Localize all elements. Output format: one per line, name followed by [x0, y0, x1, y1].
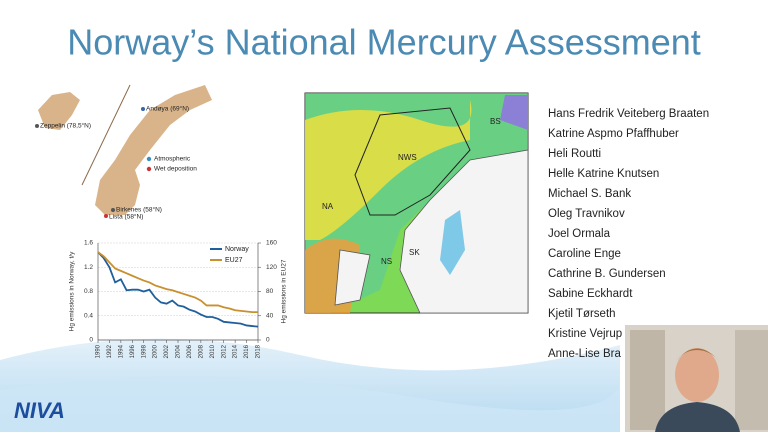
shelf [630, 330, 665, 430]
x-tick-label: 2012 [221, 344, 227, 358]
divider [81, 84, 131, 186]
y-tick-label: 0.4 [84, 312, 93, 319]
face [675, 348, 719, 402]
author-name: Caroline Enge [548, 248, 621, 260]
line-series [97, 251, 258, 314]
station-dot [35, 124, 39, 128]
webcam [625, 325, 768, 432]
y-tick-label: 0.8 [84, 288, 93, 295]
legend-dot [146, 156, 152, 162]
chart: 0 0.4 0.8 1.2 1.6 0 40 80 120 160 1990 1992 1994 1996… [69, 240, 288, 359]
shelf [735, 330, 768, 430]
svalbard [38, 92, 80, 130]
x-tick-label: 2018 [256, 344, 262, 358]
shirt [655, 402, 740, 432]
legend-label: Atmospheric [154, 156, 191, 163]
x-tick-label: 1998 [141, 344, 147, 358]
region-label: NA [322, 202, 334, 211]
author-name: Hans Fredrik Veiteberg Braaten [548, 108, 709, 120]
x-tick-label: 1996 [130, 344, 136, 358]
x-tick-label: 2016 [244, 344, 250, 358]
author-name: Heli Routti [548, 148, 601, 160]
y-tick-label: 1.6 [84, 240, 93, 247]
y2-tick-label: 120 [266, 264, 277, 271]
x-tick-label: 2006 [187, 344, 193, 358]
y-axis-label: Hg emissions in Norway, t/y [69, 251, 76, 331]
station-label: Lista (58°N) [109, 213, 143, 221]
x-tick-label: 2002 [164, 344, 170, 358]
legend-label: EU27 [225, 257, 243, 264]
author-name: Anne-Lise Bra [548, 348, 621, 360]
names-list: Hans Fredrik Veiteberg Braaten Katrine As… [548, 108, 709, 360]
y2-tick-label: 80 [266, 288, 274, 295]
author-name: Cathrine B. Gundersen [548, 268, 666, 280]
legend-label: Wet deposition [154, 166, 197, 173]
sea-zone [500, 95, 528, 130]
x-tick-label: 2004 [176, 344, 182, 358]
x-tick-label: 2008 [198, 344, 204, 358]
station-label: Zeppelin (78,5°N) [40, 122, 91, 130]
x-tick-label: 2000 [153, 344, 159, 358]
line-series [97, 251, 259, 328]
region-label: NS [381, 257, 392, 266]
x-tick-label: 1990 [96, 344, 102, 358]
author-name: Katrine Aspmo Pfaffhuber [548, 128, 679, 140]
y-tick-label: 0 [89, 337, 93, 344]
slide-title: Norway’s National Mercury Assessment [67, 22, 701, 63]
region-label: SK [409, 248, 420, 257]
x-tick-label: 1994 [118, 344, 124, 358]
author-name: Sabine Eckhardt [548, 288, 633, 300]
logo: NIVA [14, 398, 65, 423]
station-dot [111, 208, 115, 212]
author-name: Michael S. Bank [548, 188, 631, 200]
author-name: Kristine Vejrup [548, 328, 622, 340]
author-name: Oleg Travnikov [548, 208, 625, 220]
author-name: Joel Ormala [548, 228, 611, 240]
station-dot [104, 214, 108, 218]
y2-tick-label: 160 [266, 240, 277, 247]
baltic [440, 210, 465, 275]
wave [0, 376, 620, 432]
legend-label: Norway [225, 246, 249, 253]
sea-map: BS NWS NA NS SK [304, 92, 529, 314]
x-tick-label: 1992 [107, 344, 113, 358]
station-label: Birkenes (58°N) [116, 206, 162, 214]
author-name: Helle Katrine Knutsen [548, 168, 659, 180]
station-dot [141, 107, 145, 111]
region-label: NWS [398, 153, 417, 162]
y-tick-label: 1.2 [84, 264, 93, 271]
hair [675, 348, 720, 362]
x-tick-label: 2010 [210, 344, 216, 358]
norway [95, 85, 212, 215]
y2-tick-label: 40 [266, 312, 274, 319]
author-name: Kjetil Tørseth [548, 308, 616, 320]
region-label: BS [490, 117, 501, 126]
land [399, 149, 529, 314]
sea-zone [305, 100, 472, 240]
land [334, 249, 371, 306]
station-label: Andøya (69°N) [146, 105, 189, 113]
x-tick-label: 2014 [233, 344, 239, 358]
y2-tick-label: 0 [266, 337, 270, 344]
region-outline [354, 107, 471, 216]
legend-dot [146, 166, 152, 172]
y2-axis-label: Hg emissions in EU27 [281, 259, 288, 323]
station-map: Zeppelin (78,5°N) Andøya (69°N) Birkenes… [35, 84, 212, 221]
